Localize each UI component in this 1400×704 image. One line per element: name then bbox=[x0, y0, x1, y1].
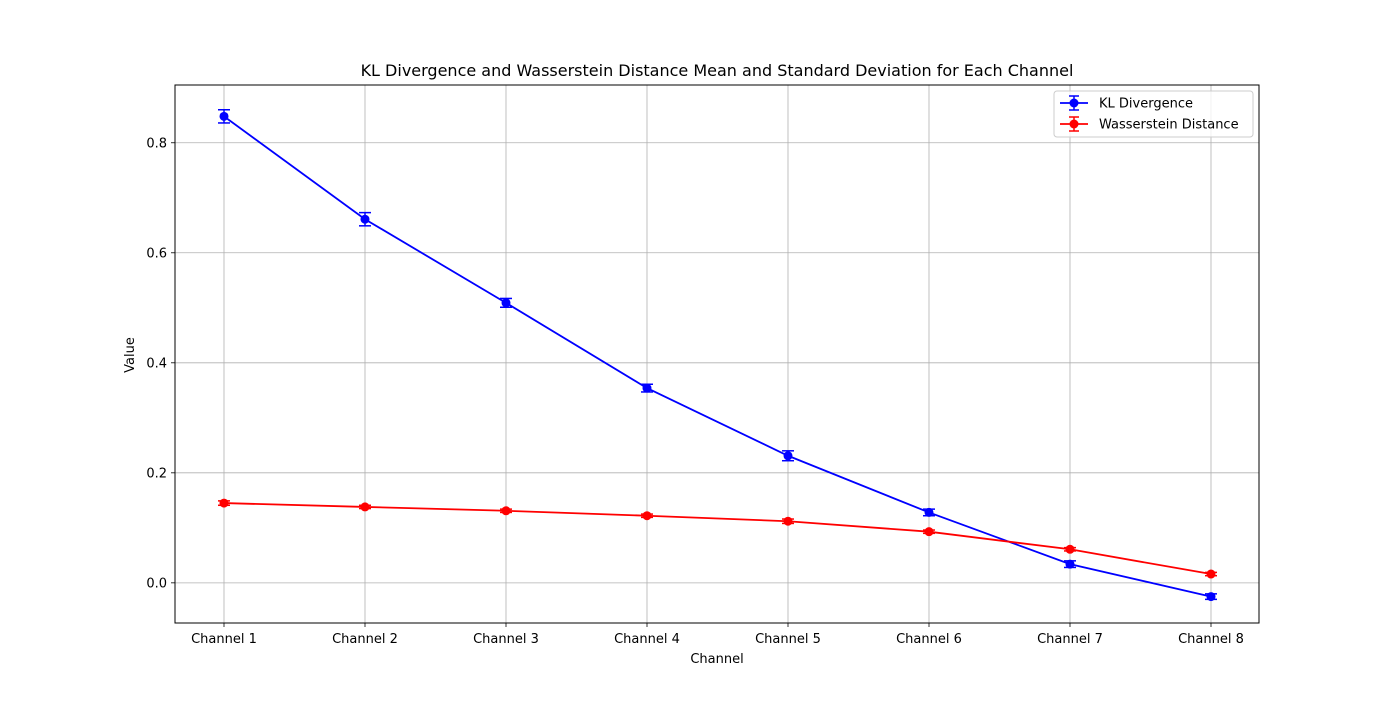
x-tick-label: Channel 2 bbox=[332, 632, 398, 647]
y-axis-label: Value bbox=[123, 337, 138, 373]
data-point bbox=[501, 298, 511, 308]
y-tick-label: 0.8 bbox=[146, 136, 167, 151]
legend-box bbox=[1053, 90, 1254, 138]
data-point bbox=[360, 214, 370, 224]
legend-marker bbox=[1069, 98, 1079, 108]
legend-label: KL Divergence bbox=[1099, 97, 1193, 112]
data-point bbox=[1206, 569, 1216, 579]
y-tick-label: 0.2 bbox=[146, 466, 167, 481]
data-point bbox=[1206, 592, 1216, 602]
series-kl-divergence bbox=[218, 109, 1217, 602]
data-point bbox=[642, 383, 652, 393]
data-point bbox=[783, 451, 793, 461]
chart-title: KL Divergence and Wasserstein Distance M… bbox=[361, 61, 1074, 80]
series-line-kl-divergence bbox=[223, 115, 1212, 598]
x-tick-label: Channel 6 bbox=[896, 632, 962, 647]
data-point bbox=[360, 502, 370, 512]
grid-lines bbox=[175, 85, 1259, 623]
data-point bbox=[783, 516, 793, 526]
data-point bbox=[924, 527, 934, 537]
legend-marker bbox=[1069, 119, 1079, 129]
legend-item-wasserstein-distance: Wasserstein Distance bbox=[1060, 116, 1239, 133]
x-axis-label: Channel bbox=[690, 652, 743, 667]
series-line-wasserstein-distance bbox=[223, 502, 1212, 575]
x-tick-label: Channel 8 bbox=[1178, 632, 1244, 647]
data-point bbox=[642, 511, 652, 521]
data-point bbox=[1065, 559, 1075, 569]
series-wasserstein-distance bbox=[218, 498, 1217, 579]
legend-label: Wasserstein Distance bbox=[1099, 118, 1239, 133]
y-axis: 0.0 0.2 0.4 0.6 0.8 bbox=[146, 136, 175, 591]
data-point bbox=[219, 498, 229, 508]
data-point bbox=[219, 111, 229, 121]
y-tick-label: 0.4 bbox=[146, 356, 167, 371]
data-point bbox=[1065, 544, 1075, 554]
y-tick-label: 0.0 bbox=[146, 576, 167, 591]
data-point bbox=[501, 506, 511, 516]
legend: KL Divergence Wasserstein Distance bbox=[1053, 90, 1254, 138]
x-tick-label: Channel 7 bbox=[1037, 632, 1103, 647]
x-tick-label: Channel 1 bbox=[191, 632, 257, 647]
x-axis: Channel 1 Channel 2 Channel 3 Channel 4 Chan… bbox=[191, 623, 1244, 647]
x-tick-label: Channel 4 bbox=[614, 632, 680, 647]
plot-area-frame bbox=[174, 84, 1260, 624]
y-tick-label: 0.6 bbox=[146, 246, 167, 261]
data-point bbox=[924, 507, 934, 517]
legend-item-kl-divergence: KL Divergence bbox=[1060, 95, 1193, 112]
x-tick-label: Channel 3 bbox=[473, 632, 539, 647]
x-tick-label: Channel 5 bbox=[755, 632, 821, 647]
series-layer bbox=[218, 109, 1217, 602]
